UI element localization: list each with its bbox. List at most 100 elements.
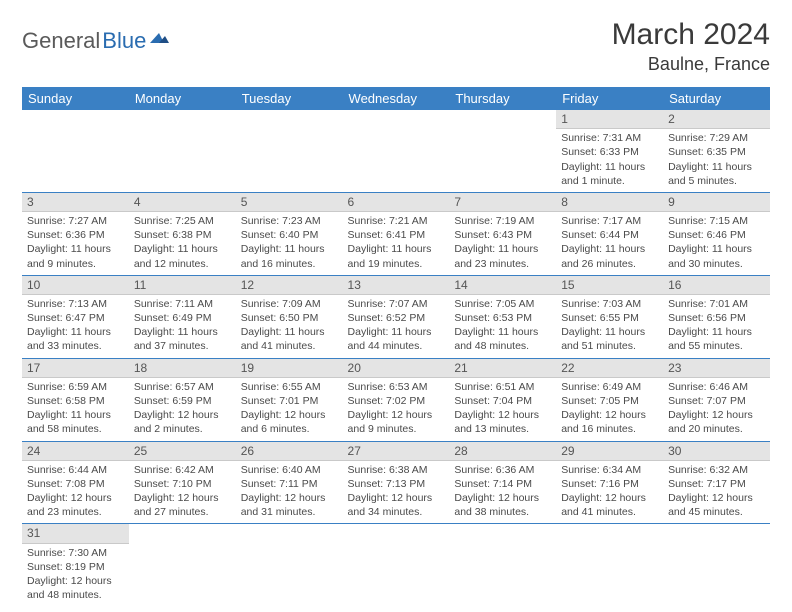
day-line: Daylight: 12 hours [668, 491, 765, 505]
day-number [343, 524, 450, 540]
day-line: Daylight: 12 hours [454, 491, 551, 505]
day-body: Sunrise: 7:27 AMSunset: 6:36 PMDaylight:… [22, 212, 129, 275]
day-line: Sunrise: 6:49 AM [561, 380, 658, 394]
day-line: Sunrise: 6:32 AM [668, 463, 765, 477]
day-line: Sunset: 6:33 PM [561, 145, 658, 159]
day-line: and 16 minutes. [241, 257, 338, 271]
day-body: Sunrise: 7:01 AMSunset: 6:56 PMDaylight:… [663, 295, 770, 358]
day-line: Sunset: 6:58 PM [27, 394, 124, 408]
calendar-cell: 5Sunrise: 7:23 AMSunset: 6:40 PMDaylight… [236, 192, 343, 275]
day-line: and 34 minutes. [348, 505, 445, 519]
day-line: and 26 minutes. [561, 257, 658, 271]
calendar-week-row: 3Sunrise: 7:27 AMSunset: 6:36 PMDaylight… [22, 192, 770, 275]
day-line: Sunrise: 7:15 AM [668, 214, 765, 228]
day-line: and 9 minutes. [27, 257, 124, 271]
day-line: Sunrise: 7:07 AM [348, 297, 445, 311]
day-number [556, 524, 663, 540]
calendar-cell: 27Sunrise: 6:38 AMSunset: 7:13 PMDayligh… [343, 441, 450, 524]
calendar-cell [343, 524, 450, 606]
day-line: and 27 minutes. [134, 505, 231, 519]
day-line: and 9 minutes. [348, 422, 445, 436]
calendar-cell: 15Sunrise: 7:03 AMSunset: 6:55 PMDayligh… [556, 275, 663, 358]
calendar-cell [129, 110, 236, 192]
day-line: Sunset: 6:36 PM [27, 228, 124, 242]
day-line: Daylight: 11 hours [668, 325, 765, 339]
day-line: and 13 minutes. [454, 422, 551, 436]
day-line: Daylight: 11 hours [561, 325, 658, 339]
day-number: 16 [663, 276, 770, 295]
day-line: and 33 minutes. [27, 339, 124, 353]
day-line: Sunset: 6:47 PM [27, 311, 124, 325]
day-line: Sunrise: 7:17 AM [561, 214, 658, 228]
day-line: Daylight: 11 hours [668, 242, 765, 256]
day-line: Sunset: 6:41 PM [348, 228, 445, 242]
day-line: and 58 minutes. [27, 422, 124, 436]
day-line: Daylight: 11 hours [134, 242, 231, 256]
day-line: Sunrise: 7:05 AM [454, 297, 551, 311]
calendar-cell: 8Sunrise: 7:17 AMSunset: 6:44 PMDaylight… [556, 192, 663, 275]
day-header: Saturday [663, 87, 770, 110]
day-line: and 44 minutes. [348, 339, 445, 353]
day-line: and 16 minutes. [561, 422, 658, 436]
calendar-cell: 31Sunrise: 7:30 AMSunset: 8:19 PMDayligh… [22, 524, 129, 606]
day-line: Sunrise: 6:44 AM [27, 463, 124, 477]
day-number [236, 524, 343, 540]
day-number: 8 [556, 193, 663, 212]
day-line: Sunset: 7:10 PM [134, 477, 231, 491]
day-line: Sunset: 6:50 PM [241, 311, 338, 325]
day-number: 24 [22, 442, 129, 461]
day-body: Sunrise: 7:31 AMSunset: 6:33 PMDaylight:… [556, 129, 663, 192]
day-header: Sunday [22, 87, 129, 110]
day-line: and 38 minutes. [454, 505, 551, 519]
day-line: Daylight: 11 hours [27, 408, 124, 422]
day-number: 23 [663, 359, 770, 378]
calendar-cell [22, 110, 129, 192]
calendar-cell [449, 110, 556, 192]
day-number: 22 [556, 359, 663, 378]
day-number [343, 110, 450, 126]
day-line: Daylight: 11 hours [27, 325, 124, 339]
day-line: and 1 minute. [561, 174, 658, 188]
day-line: Daylight: 12 hours [241, 491, 338, 505]
day-line: Sunset: 7:16 PM [561, 477, 658, 491]
day-header: Thursday [449, 87, 556, 110]
day-line: Sunrise: 6:34 AM [561, 463, 658, 477]
day-line: and 45 minutes. [668, 505, 765, 519]
day-number [449, 110, 556, 126]
day-body: Sunrise: 7:29 AMSunset: 6:35 PMDaylight:… [663, 129, 770, 192]
day-body: Sunrise: 6:32 AMSunset: 7:17 PMDaylight:… [663, 461, 770, 524]
day-line: Sunrise: 7:21 AM [348, 214, 445, 228]
day-line: Sunrise: 6:46 AM [668, 380, 765, 394]
day-body: Sunrise: 6:49 AMSunset: 7:05 PMDaylight:… [556, 378, 663, 441]
day-body: Sunrise: 7:03 AMSunset: 6:55 PMDaylight:… [556, 295, 663, 358]
calendar-cell [129, 524, 236, 606]
calendar-cell: 23Sunrise: 6:46 AMSunset: 7:07 PMDayligh… [663, 358, 770, 441]
day-line: Daylight: 12 hours [27, 574, 124, 588]
day-number: 10 [22, 276, 129, 295]
day-line: Sunset: 7:17 PM [668, 477, 765, 491]
day-line: Sunset: 6:52 PM [348, 311, 445, 325]
day-body: Sunrise: 7:19 AMSunset: 6:43 PMDaylight:… [449, 212, 556, 275]
day-line: and 20 minutes. [668, 422, 765, 436]
day-line: Sunset: 7:01 PM [241, 394, 338, 408]
day-line: Daylight: 12 hours [668, 408, 765, 422]
calendar-cell [663, 524, 770, 606]
calendar-cell: 26Sunrise: 6:40 AMSunset: 7:11 PMDayligh… [236, 441, 343, 524]
day-line: Sunrise: 6:53 AM [348, 380, 445, 394]
calendar-cell: 11Sunrise: 7:11 AMSunset: 6:49 PMDayligh… [129, 275, 236, 358]
day-body: Sunrise: 6:34 AMSunset: 7:16 PMDaylight:… [556, 461, 663, 524]
calendar-cell [556, 524, 663, 606]
day-number: 25 [129, 442, 236, 461]
day-number: 7 [449, 193, 556, 212]
calendar-week-row: 17Sunrise: 6:59 AMSunset: 6:58 PMDayligh… [22, 358, 770, 441]
day-line: Daylight: 11 hours [348, 242, 445, 256]
day-number [129, 110, 236, 126]
calendar-week-row: 31Sunrise: 7:30 AMSunset: 8:19 PMDayligh… [22, 524, 770, 606]
day-number: 30 [663, 442, 770, 461]
day-body: Sunrise: 7:13 AMSunset: 6:47 PMDaylight:… [22, 295, 129, 358]
day-body: Sunrise: 6:59 AMSunset: 6:58 PMDaylight:… [22, 378, 129, 441]
calendar-cell: 3Sunrise: 7:27 AMSunset: 6:36 PMDaylight… [22, 192, 129, 275]
day-line: Sunset: 6:46 PM [668, 228, 765, 242]
day-line: Sunset: 6:44 PM [561, 228, 658, 242]
day-line: Daylight: 11 hours [348, 325, 445, 339]
